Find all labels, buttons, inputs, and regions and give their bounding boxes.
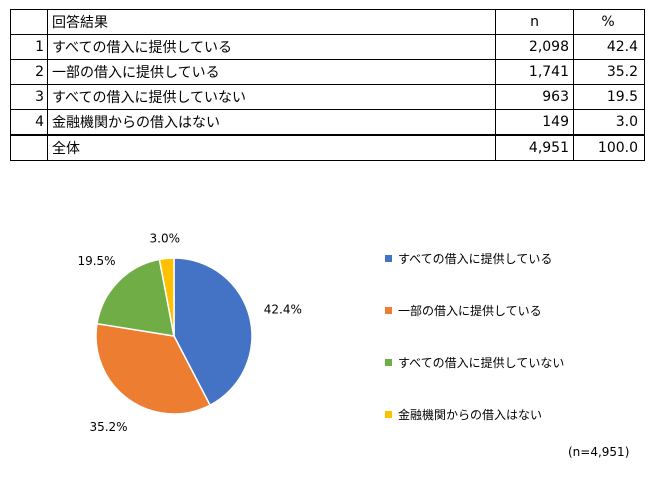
table-row: 3 すべての借入に提供していない 963 19.5	[10, 84, 645, 110]
table-header-row: 回答結果 n %	[10, 9, 645, 35]
header-label-cell: 回答結果	[47, 9, 496, 35]
row-label: 金融機関からの借入はない	[47, 109, 496, 136]
legend-label: 金融機関からの借入はない	[398, 408, 543, 422]
row-n: 1,741	[495, 59, 574, 85]
legend-item: 一部の借入に提供している	[385, 302, 542, 319]
row-pct: 42.4	[573, 34, 645, 60]
row-number: 3	[10, 84, 48, 110]
pie-slice	[95, 322, 212, 415]
row-n: 2,098	[495, 34, 574, 60]
legend-swatch	[385, 307, 392, 314]
legend-swatch	[385, 411, 392, 418]
row-pct: 35.2	[573, 59, 645, 85]
pie-slices	[95, 257, 253, 415]
row-n: 963	[495, 84, 574, 110]
legend-item: すべての借入に提供している	[385, 250, 552, 267]
table-row: 1 すべての借入に提供している 2,098 42.4	[10, 34, 645, 60]
row-number: 1	[10, 34, 48, 60]
legend-label: すべての借入に提供していない	[398, 356, 565, 370]
pie-slice	[96, 258, 175, 337]
pie-chart: 42.4% 35.2% 19.5% 3.0%	[77, 231, 301, 434]
row-number: 4	[10, 109, 48, 136]
row-number: 2	[10, 59, 48, 85]
row-pct: 19.5	[573, 84, 645, 110]
legend-item: 金融機関からの借入はない	[385, 406, 542, 423]
pie-data-label: 35.2%	[89, 420, 127, 434]
total-no-cell	[10, 134, 48, 161]
legend-swatch	[385, 255, 392, 262]
header-pct-cell: %	[573, 9, 645, 35]
header-n-cell: n	[495, 9, 574, 35]
legend-item: すべての借入に提供していない	[385, 354, 564, 371]
legend-label: すべての借入に提供している	[398, 252, 553, 266]
pie-data-label: 3.0%	[150, 231, 181, 245]
pie-data-labels: 42.4% 35.2% 19.5% 3.0%	[77, 231, 301, 434]
row-pct: 3.0	[573, 109, 645, 136]
total-label: 全体	[47, 134, 496, 161]
row-label: すべての借入に提供していない	[47, 84, 496, 110]
total-n: 4,951	[495, 134, 574, 161]
pie-data-label: 42.4%	[264, 302, 302, 316]
row-label: 一部の借入に提供している	[47, 59, 496, 85]
table-row: 4 金融機関からの借入はない 149 3.0	[10, 109, 645, 136]
pie-data-label: 19.5%	[77, 254, 115, 268]
header-no-cell	[10, 9, 48, 35]
row-n: 149	[495, 109, 574, 136]
legend-label: 一部の借入に提供している	[398, 304, 542, 318]
sample-size-note: (n=4,951)	[568, 445, 630, 459]
results-table: 回答結果 n % 1 すべての借入に提供している 2,098 42.4 2 一部…	[10, 9, 645, 161]
pie-slice	[173, 257, 253, 407]
legend-swatch	[385, 359, 392, 366]
pie-slice	[158, 257, 175, 337]
total-pct: 100.0	[573, 134, 645, 161]
table-row: 2 一部の借入に提供している 1,741 35.2	[10, 59, 645, 85]
row-label: すべての借入に提供している	[47, 34, 496, 60]
table-total-row: 全体 4,951 100.0	[10, 134, 645, 161]
